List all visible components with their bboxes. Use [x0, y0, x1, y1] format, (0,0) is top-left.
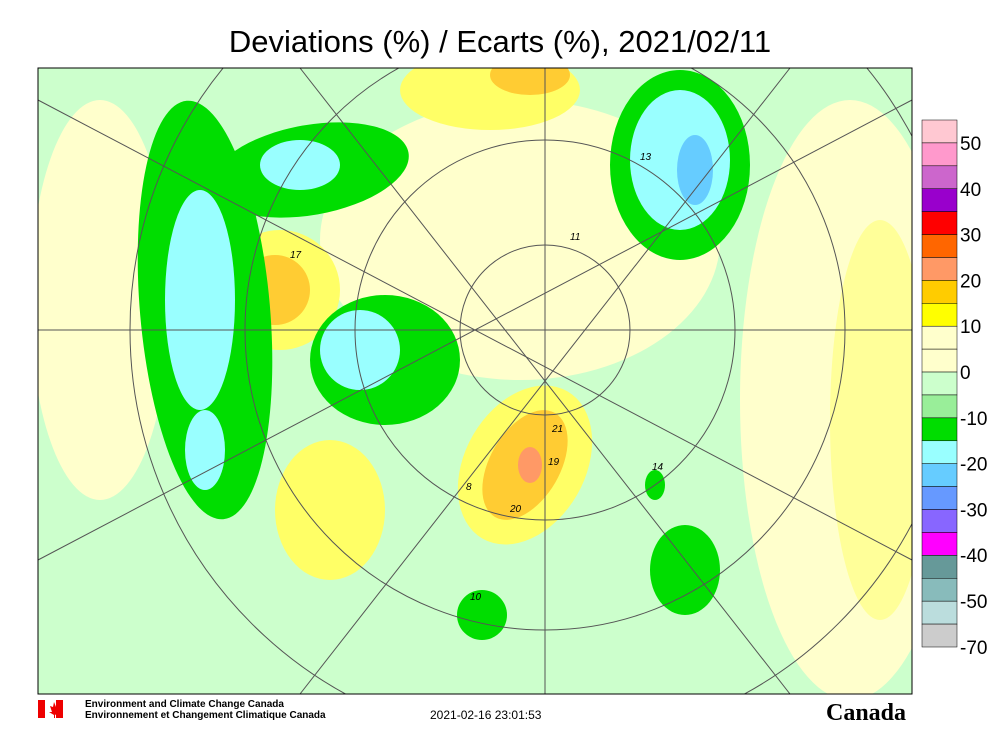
colorbar-label: -10	[960, 409, 987, 430]
colorbar-swatch	[921, 142, 958, 167]
title: Deviations (%) / Ecarts (%), 2021/02/11	[229, 24, 771, 59]
agency-en: Environment and Climate Change Canada	[85, 699, 284, 710]
colorbar-swatch	[921, 417, 958, 442]
colorbar-swatch	[921, 394, 958, 419]
colorbar-label: -50	[960, 592, 987, 613]
colorbar-swatch	[921, 234, 958, 258]
contour-label: 20	[509, 504, 522, 515]
colorbar-swatch	[921, 555, 958, 579]
colorbar-label: 0	[960, 363, 971, 384]
colorbar-label: -30	[960, 500, 987, 521]
colorbar-swatch	[921, 532, 958, 556]
colorbar-swatch	[921, 348, 958, 373]
colorbar-label: 10	[960, 317, 981, 338]
colorbar-swatch	[921, 165, 958, 189]
colorbar-swatch	[921, 578, 958, 602]
colorbar-swatch	[921, 440, 958, 464]
colorbar-swatch	[921, 623, 958, 648]
colorbar-label: -70	[960, 638, 987, 659]
colorbar-swatch	[921, 509, 958, 533]
colorbar-swatch	[921, 280, 958, 304]
colorbar-swatch	[921, 188, 958, 212]
colorbar-label: 40	[960, 180, 981, 201]
colorbar-swatch	[921, 257, 958, 281]
colorbar-swatch	[921, 303, 958, 327]
colorbar-label: -40	[960, 546, 987, 567]
contour-label: 21	[551, 424, 563, 435]
map-frame	[37, 67, 913, 695]
colorbar-label: 50	[960, 134, 981, 155]
colorbar-swatch	[921, 371, 958, 396]
contour-label: 17	[290, 250, 302, 261]
colorbar-swatch	[921, 486, 958, 510]
colorbar-swatch	[921, 325, 958, 350]
contour-label: 13	[640, 152, 652, 163]
map: 13 17 11 21 19 20 14 8 10	[38, 68, 912, 694]
colorbar-swatch	[921, 600, 958, 625]
contour-label: 19	[548, 457, 560, 468]
colorbar-label: 30	[960, 226, 981, 247]
timestamp: 2021-02-16 23:01:53	[430, 708, 542, 722]
colorbar: 50 40 30 20 10 0 -10 -20 -30 -40 -50 -70	[921, 119, 987, 659]
contour-label: 11	[570, 232, 580, 243]
colorbar-label: 20	[960, 271, 981, 292]
agency-fr: Environnement et Changement Climatique C…	[85, 710, 326, 721]
contour-label: 10	[470, 592, 482, 603]
footer: Environment and Climate Change Canada En…	[38, 699, 906, 726]
colorbar-label: -20	[960, 455, 987, 476]
colorbar-swatch	[921, 463, 958, 487]
colorbar-swatch	[921, 119, 958, 144]
wordmark: Canada	[826, 700, 906, 726]
contour-label: 8	[466, 482, 472, 493]
contour-label: 14	[652, 462, 664, 473]
colorbar-swatch	[921, 211, 958, 235]
